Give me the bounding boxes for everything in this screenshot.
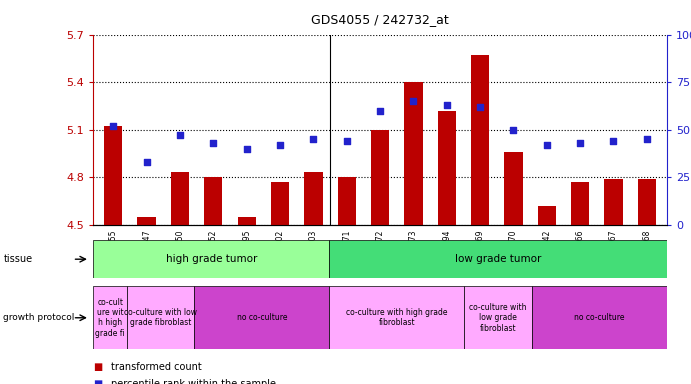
Text: co-culture with high grade
fibroblast: co-culture with high grade fibroblast xyxy=(346,308,448,328)
Point xyxy=(475,104,486,110)
Bar xyxy=(371,129,389,225)
Point xyxy=(341,138,352,144)
Point xyxy=(408,98,419,104)
Text: transformed count: transformed count xyxy=(111,362,201,372)
Text: co-culture with
low grade
fibroblast: co-culture with low grade fibroblast xyxy=(469,303,527,333)
Point xyxy=(141,159,152,165)
Bar xyxy=(127,286,194,349)
Point xyxy=(575,140,586,146)
Point xyxy=(241,146,252,152)
Point xyxy=(375,108,386,114)
Bar xyxy=(238,217,256,225)
Text: GDS4055 / 242732_at: GDS4055 / 242732_at xyxy=(311,13,449,26)
Bar xyxy=(194,286,330,349)
Bar xyxy=(271,182,290,225)
Text: co-cult
ure wit
h high
grade fi: co-cult ure wit h high grade fi xyxy=(95,298,125,338)
Bar xyxy=(304,172,323,225)
Text: ■: ■ xyxy=(93,362,102,372)
Bar xyxy=(93,286,127,349)
Text: low grade tumor: low grade tumor xyxy=(455,254,541,264)
Bar xyxy=(437,111,456,225)
Bar xyxy=(538,205,556,225)
Point xyxy=(541,142,552,148)
Text: no co-culture: no co-culture xyxy=(574,313,625,322)
Bar xyxy=(504,152,522,225)
Bar xyxy=(104,126,122,225)
Point xyxy=(108,123,119,129)
Bar xyxy=(471,55,489,225)
Text: high grade tumor: high grade tumor xyxy=(166,254,257,264)
Point xyxy=(641,136,652,142)
Text: tissue: tissue xyxy=(3,254,32,264)
Point xyxy=(174,132,185,138)
Bar xyxy=(605,179,623,225)
Bar xyxy=(204,177,223,225)
Bar xyxy=(93,240,330,278)
Point xyxy=(508,127,519,133)
Point xyxy=(608,138,619,144)
Bar xyxy=(404,82,423,225)
Point xyxy=(274,142,285,148)
Bar xyxy=(337,177,356,225)
Text: no co-culture: no co-culture xyxy=(237,313,287,322)
Text: growth protocol: growth protocol xyxy=(3,313,75,322)
Point xyxy=(307,136,319,142)
Point xyxy=(208,140,219,146)
Bar xyxy=(571,182,589,225)
Bar xyxy=(464,286,532,349)
Text: ■: ■ xyxy=(93,379,102,384)
Bar xyxy=(330,240,667,278)
Text: co-culture with low
grade fibroblast: co-culture with low grade fibroblast xyxy=(124,308,197,328)
Text: percentile rank within the sample: percentile rank within the sample xyxy=(111,379,276,384)
Bar xyxy=(171,172,189,225)
Bar xyxy=(138,217,155,225)
Point xyxy=(442,102,453,108)
Bar xyxy=(330,286,464,349)
Bar xyxy=(638,179,656,225)
Bar xyxy=(532,286,667,349)
